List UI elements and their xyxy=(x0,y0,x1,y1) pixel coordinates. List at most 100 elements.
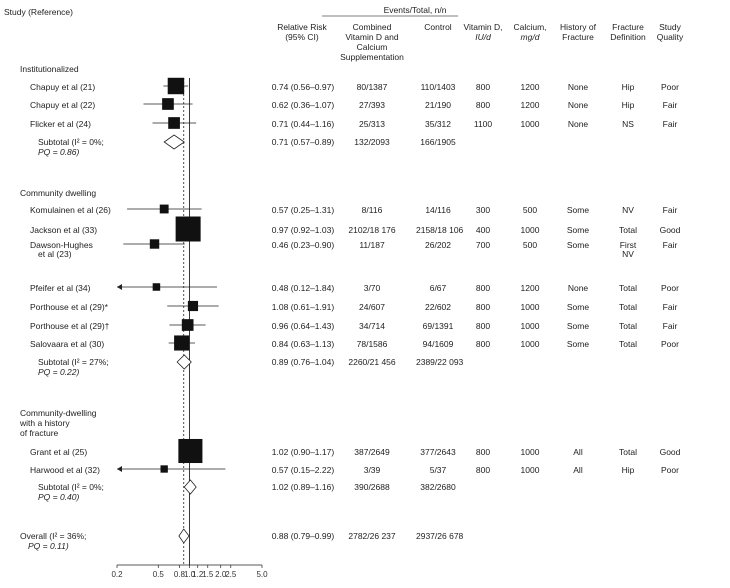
rr-cell: 0.89 (0.76–1.04) xyxy=(271,357,335,367)
history-cell: Some xyxy=(566,339,590,349)
x-tick-label: 1.5 xyxy=(202,570,214,579)
subtotal-label-line1: Subtotal (I² = 0%; xyxy=(38,137,104,147)
fracdef-column-header: Fracture Definition xyxy=(604,22,652,42)
control-cell: 22/602 xyxy=(425,302,451,312)
history-cell: None xyxy=(567,283,589,293)
history-cell: None xyxy=(567,119,589,129)
combined-column-header: Combined Vitamin D and Calcium Supplemen… xyxy=(330,22,414,62)
rr-cell: 0.88 (0.79–0.99) xyxy=(271,531,335,541)
quality-cell: Fair xyxy=(662,240,678,250)
calcium-cell: 1200 xyxy=(520,283,540,293)
combined-cell: 11/187 xyxy=(359,240,385,250)
vitd-cell: 300 xyxy=(475,205,491,215)
history-column-header: History of Fracture xyxy=(552,22,604,42)
summary-diamond xyxy=(176,354,192,370)
combined-cell: 25/313 xyxy=(359,119,385,129)
control-cell: 382/2680 xyxy=(420,482,456,492)
study-marker xyxy=(187,300,199,312)
quality-cell: Good xyxy=(659,225,681,235)
fracdef-cell: Hip xyxy=(621,465,635,475)
vitd-cell: 800 xyxy=(475,465,491,475)
control-cell: 5/37 xyxy=(429,465,447,475)
x-tick-label: 0.8 xyxy=(174,570,186,579)
study-label-line2: et al (23) xyxy=(38,249,72,259)
fracdef-header-line1: Fracture xyxy=(612,22,644,32)
history-cell: Some xyxy=(566,240,590,250)
calcium-cell: 1000 xyxy=(520,225,540,235)
study-column-header: Study (Reference) xyxy=(4,7,73,17)
x-tick-label: 1.0 xyxy=(184,570,196,579)
control-cell: 26/202 xyxy=(425,240,451,250)
quality-cell: Fair xyxy=(662,302,678,312)
study-marker xyxy=(168,117,180,129)
combined-cell: 2782/26 237 xyxy=(348,531,396,541)
calcium-cell: 1000 xyxy=(520,447,540,457)
rr-cell: 1.02 (0.90–1.17) xyxy=(271,447,335,457)
fracdef-cell: Total xyxy=(619,225,637,235)
calcium-cell: 1200 xyxy=(520,82,540,92)
combined-cell: 24/607 xyxy=(359,302,385,312)
study-marker xyxy=(167,77,185,95)
events-header-rule xyxy=(322,15,458,17)
quality-cell: Poor xyxy=(661,339,679,349)
group-history-line3: of fracture xyxy=(20,428,59,438)
study-marker xyxy=(159,204,169,214)
control-cell: 69/1391 xyxy=(422,321,454,331)
history-cell: None xyxy=(567,82,589,92)
calcium-header-unit: mg/d xyxy=(520,32,540,42)
subtotal-label-line1: Subtotal (I² = 27%; xyxy=(38,357,109,367)
rr-cell: 0.62 (0.36–1.07) xyxy=(271,100,335,110)
quality-header-line2: Quality xyxy=(656,32,684,42)
calcium-cell: 1000 xyxy=(520,339,540,349)
study-marker xyxy=(149,239,160,249)
control-cell: 2158/18 106 xyxy=(416,225,464,235)
rr-cell: 0.84 (0.63–1.13) xyxy=(271,339,335,349)
combined-header-line3: Calcium xyxy=(356,42,388,52)
control-cell: 110/1403 xyxy=(420,82,456,92)
combined-cell: 3/70 xyxy=(363,283,381,293)
study-label: Flicker et al (24) xyxy=(30,119,91,129)
x-tick-label: 1.2 xyxy=(192,570,204,579)
group-label-history: Community-dwelling with a history of fra… xyxy=(20,408,97,438)
fracdef-cell: Hip xyxy=(621,100,635,110)
study-label: Dawson-Hughes xyxy=(30,240,93,250)
calcium-header-line1: Calcium, xyxy=(513,22,547,32)
rr-cell: 0.57 (0.25–1.31) xyxy=(271,205,335,215)
vitd-cell: 800 xyxy=(475,321,491,331)
rr-cell: 0.71 (0.44–1.16) xyxy=(271,119,335,129)
vitd-cell: 800 xyxy=(475,447,491,457)
control-cell: 21/190 xyxy=(425,100,451,110)
fracdef-cell: Hip xyxy=(621,82,635,92)
combined-cell: 132/2093 xyxy=(354,137,390,147)
history-cell: Some xyxy=(566,225,590,235)
history-cell: Some xyxy=(566,205,590,215)
rr-cell: 1.08 (0.61–1.91) xyxy=(271,302,335,312)
rr-header-line1: Relative Risk xyxy=(277,22,327,32)
overall-label-line2: PQ = 0.11) xyxy=(28,541,69,551)
study-marker xyxy=(181,319,194,331)
quality-cell: Poor xyxy=(661,465,679,475)
summary-diamond xyxy=(163,134,185,150)
study-marker xyxy=(152,283,161,291)
combined-cell: 8/116 xyxy=(361,205,383,215)
vitd-header-unit: IU/d xyxy=(475,32,491,42)
combined-cell: 387/2649 xyxy=(354,447,390,457)
rr-cell: 0.57 (0.15–2.22) xyxy=(271,465,335,475)
history-cell: Some xyxy=(566,302,590,312)
study-marker xyxy=(162,98,174,110)
combined-header-line1: Combined xyxy=(352,22,392,32)
fracdef-cell: NS xyxy=(622,119,634,129)
combined-cell: 3/39 xyxy=(363,465,381,475)
subtotal-label-line2: PQ = 0.86) xyxy=(38,147,80,157)
quality-cell: Fair xyxy=(662,205,678,215)
rr-cell: 1.02 (0.89–1.16) xyxy=(271,482,335,492)
study-label: Jackson et al (33) xyxy=(30,225,98,235)
study-marker xyxy=(178,438,203,464)
combined-header-line2: Vitamin D and xyxy=(345,32,399,42)
study-label: Salovaara et al (30) xyxy=(30,339,105,349)
control-column-header: Control xyxy=(424,22,452,32)
combined-cell: 80/1387 xyxy=(356,82,388,92)
summary-diamond xyxy=(183,479,197,495)
history-cell: All xyxy=(573,447,583,457)
quality-cell: Fair xyxy=(662,100,678,110)
